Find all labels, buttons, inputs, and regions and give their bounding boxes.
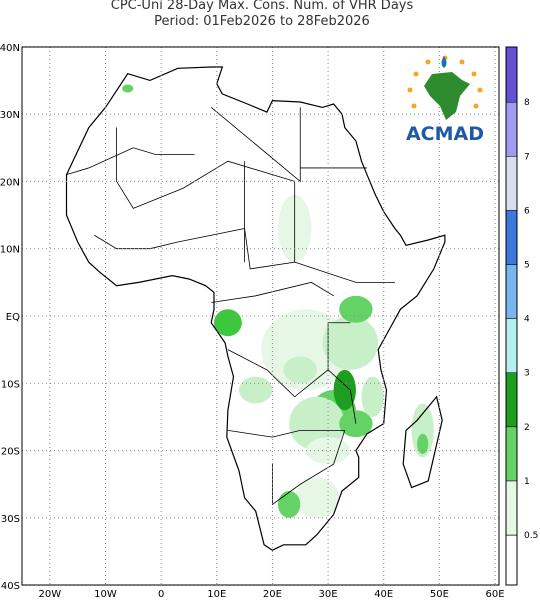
- x-tick-label: 10E: [207, 589, 226, 600]
- colorbar-frame: [505, 46, 518, 586]
- y-tick-label: 20N: [0, 177, 20, 188]
- y-tick-label: EQ: [6, 312, 20, 323]
- colorbar-segment: [505, 426, 518, 482]
- border: [327, 369, 357, 424]
- colorbar-label: 7: [524, 152, 530, 162]
- y-tick-label: 30S: [1, 514, 20, 525]
- x-tick-label: 50E: [430, 589, 449, 600]
- colorbar-label: 6: [524, 206, 530, 216]
- rain-area: [283, 356, 317, 384]
- title: CPC-Uni 28-Day Max. Cons. Num. of VHR Da…: [111, 0, 414, 13]
- rain-area: [322, 316, 379, 370]
- africa-coast: [65, 66, 446, 551]
- colorbar: 0.5 1 2 3 4 5 6 7 8: [505, 46, 538, 586]
- colorbar-segment: [505, 101, 518, 157]
- x-tick-label: 30E: [319, 589, 338, 600]
- map-frame: [21, 46, 500, 586]
- x-tick-label: 0: [158, 589, 164, 600]
- x-tick-label: 10W: [94, 589, 117, 600]
- rain-area: [361, 376, 384, 417]
- logo: ACMAD: [406, 55, 484, 145]
- colorbar-segment: [505, 210, 518, 265]
- rain-area: [339, 295, 373, 323]
- colorbar-segment: [505, 534, 518, 586]
- rain-area: [305, 437, 351, 465]
- border: [227, 322, 351, 398]
- colorbar-label: 3: [524, 369, 530, 379]
- x-tick-label: 20W: [39, 589, 62, 600]
- logo-text: ACMAD: [406, 123, 484, 145]
- y-tick-label: 10S: [1, 379, 20, 390]
- colorbar-segment: [505, 156, 518, 211]
- africa-land: [66, 67, 445, 551]
- y-tick-label: 10N: [0, 245, 20, 256]
- y-tick-label: 40S: [1, 581, 20, 592]
- x-tick-label: 20E: [263, 589, 282, 600]
- y-tick-label: 40N: [0, 43, 20, 54]
- colorbar-label: 4: [524, 315, 530, 325]
- rain-area: [411, 403, 434, 458]
- border: [66, 147, 195, 176]
- border: [294, 261, 395, 283]
- rain-area: [289, 396, 345, 451]
- x-tick-label: 40E: [374, 589, 393, 600]
- rain-area: [277, 490, 301, 518]
- colorbar-label: 0.5: [524, 531, 538, 541]
- colorbar-segment: [505, 372, 518, 428]
- y-tick-label: 30N: [0, 110, 20, 121]
- colorbar-label: 1: [524, 477, 530, 487]
- rain-area: [417, 433, 429, 454]
- colorbar-segment: [505, 480, 518, 536]
- colorbar-segment: [505, 264, 518, 319]
- colorbar-label: 5: [524, 261, 530, 271]
- colorbar-label: 8: [524, 98, 530, 108]
- colorbar-segment: [505, 318, 518, 373]
- y-tick-label: 20S: [1, 447, 20, 458]
- period: Period: 01Feb2026 to 28Feb2026: [154, 14, 370, 29]
- border: [272, 430, 346, 506]
- border: [210, 107, 301, 183]
- x-tick-label: 60E: [486, 589, 505, 600]
- madagascar-coast: [402, 395, 443, 489]
- colorbar-segment: [505, 46, 518, 103]
- rain-area: [239, 376, 273, 404]
- colorbar-label: 2: [524, 423, 530, 433]
- border: [211, 281, 334, 303]
- border: [227, 430, 345, 438]
- map: [22, 46, 499, 586]
- rain-area: [122, 84, 134, 93]
